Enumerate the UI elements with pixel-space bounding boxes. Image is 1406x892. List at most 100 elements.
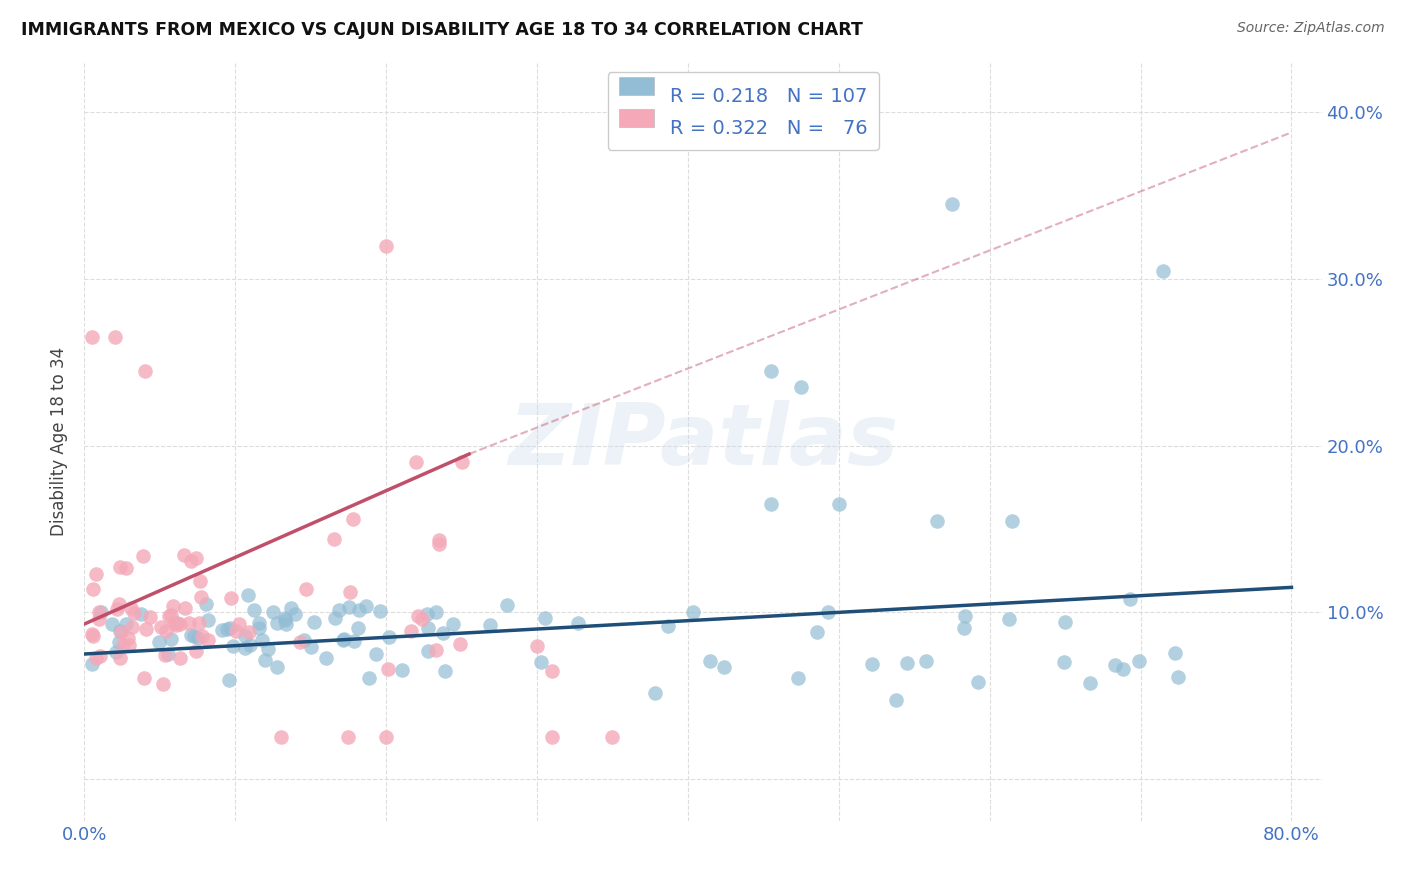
Point (427, 533, 450, 547)
Point (184, 550, 207, 565)
Point (80, 330, 103, 344)
Point (375, 731, 398, 745)
Point (177, 615, 200, 630)
Point (530, 655, 553, 669)
Point (349, 603, 371, 617)
Point (284, 607, 307, 622)
Point (165, 618, 187, 632)
Point (243, 603, 266, 617)
Point (925, 514, 948, 528)
Point (180, 554, 202, 568)
Point (534, 611, 557, 625)
Point (132, 549, 155, 563)
Point (138, 610, 160, 624)
Point (132, 672, 155, 686)
Point (211, 623, 233, 637)
Point (967, 675, 990, 690)
Point (280, 600, 302, 615)
Point (222, 639, 245, 653)
Point (80, 627, 103, 641)
Point (432, 625, 454, 640)
Point (915, 654, 938, 668)
Point (134, 364, 156, 378)
Point (157, 609, 180, 624)
Point (425, 643, 447, 657)
Point (117, 639, 139, 653)
Point (416, 621, 439, 635)
Point (343, 634, 366, 648)
Point (496, 599, 519, 613)
Point (270, 731, 292, 745)
Point (682, 605, 704, 619)
Point (114, 560, 136, 574)
Point (713, 660, 735, 674)
Point (391, 663, 413, 677)
Point (105, 645, 128, 659)
Point (399, 624, 422, 638)
Point (187, 632, 209, 646)
Point (82, 657, 104, 672)
Point (526, 639, 548, 653)
Point (191, 628, 214, 642)
Point (107, 635, 129, 649)
Point (478, 618, 501, 632)
Point (105, 602, 128, 616)
Point (166, 616, 188, 631)
Point (155, 624, 177, 638)
Point (378, 630, 401, 644)
Point (228, 617, 250, 632)
Point (266, 616, 288, 631)
Point (759, 364, 782, 378)
Point (173, 548, 195, 562)
Point (238, 638, 260, 652)
Point (375, 238, 398, 252)
Point (184, 643, 207, 657)
Point (180, 628, 202, 642)
Text: Source: ZipAtlas.com: Source: ZipAtlas.com (1237, 21, 1385, 35)
Text: IMMIGRANTS FROM MEXICO VS CAJUN DISABILITY AGE 18 TO 34 CORRELATION CHART: IMMIGRANTS FROM MEXICO VS CAJUN DISABILI… (21, 21, 863, 38)
Point (998, 612, 1021, 626)
Point (188, 574, 211, 588)
Point (332, 633, 354, 648)
Point (315, 651, 337, 665)
Point (233, 641, 256, 656)
Point (115, 617, 138, 632)
Point (337, 599, 360, 614)
Point (274, 616, 297, 631)
Point (657, 619, 679, 633)
Point (1118, 592, 1140, 607)
Point (107, 597, 129, 611)
Point (406, 608, 429, 623)
Point (112, 638, 135, 652)
Point (1053, 615, 1076, 629)
Point (233, 629, 256, 643)
Point (253, 652, 276, 666)
Point (1104, 657, 1126, 672)
Point (120, 600, 142, 615)
Point (434, 664, 457, 678)
Point (169, 616, 191, 631)
Point (135, 623, 157, 637)
Point (87, 605, 110, 619)
Point (122, 606, 145, 620)
Point (817, 605, 839, 619)
Point (159, 632, 181, 646)
Point (266, 660, 288, 674)
Point (1112, 662, 1135, 676)
Point (953, 621, 976, 635)
Point (302, 615, 325, 630)
Point (1152, 264, 1174, 278)
Point (84, 651, 107, 665)
Point (274, 613, 297, 627)
Point (190, 590, 212, 604)
Point (1128, 654, 1150, 668)
Point (236, 588, 259, 602)
Point (117, 632, 139, 646)
Point (896, 657, 918, 671)
Point (108, 651, 131, 665)
Point (218, 673, 240, 687)
Point (108, 560, 131, 574)
Point (759, 497, 782, 511)
Point (197, 613, 219, 627)
Point (377, 662, 399, 676)
